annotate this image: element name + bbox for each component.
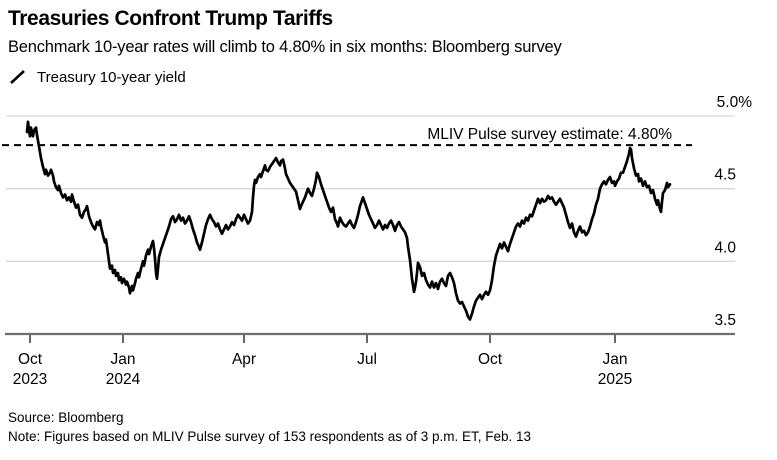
x-axis-tick-label: Jan [111, 351, 136, 368]
yield-line-path [25, 120, 672, 321]
y-axis-tick-label: 4.5 [714, 167, 736, 184]
reference-line-label: MLIV Pulse survey estimate: 4.80% [427, 126, 672, 143]
y-axis-tick-label: 3.5 [714, 312, 736, 329]
y-axis-tick-label: 5.0% [717, 94, 753, 111]
y-axis-tick-label: 4.0 [714, 239, 736, 256]
x-axis-tick-label: Apr [232, 351, 256, 368]
note-line: Note: Figures based on MLIV Pulse survey… [8, 429, 532, 444]
gridlines [6, 115, 735, 262]
y-axis-labels: 5.0% 4.5 4.0 3.5 [714, 94, 752, 329]
line-series-icon [10, 70, 25, 84]
page-title: Treasuries Confront Trump Tariffs [8, 7, 333, 30]
x-axis-tick-label: 2023 [13, 371, 47, 388]
x-axis-tick-label: 2024 [106, 371, 141, 388]
legend-label: Treasury 10-year yield [37, 68, 186, 86]
yield-line [25, 120, 672, 321]
x-axis-tick-label: 2025 [598, 371, 632, 388]
x-axis [5, 332, 735, 343]
x-axis-tick-label: Oct [478, 351, 503, 368]
chart-footer: Source: Bloomberg Note: Figures based on… [8, 408, 531, 446]
x-axis-tick-label: Jul [357, 351, 377, 368]
x-axis-labels: Oct 2023 Jan 2024 Apr Jul Oct Jan 2025 [13, 351, 632, 388]
x-axis-tick-label: Jan [603, 351, 628, 368]
legend: Treasury 10-year yield [8, 68, 769, 86]
chart-header: Treasuries Confront Trump Tariffs Benchm… [8, 6, 769, 86]
x-axis-tick-label: Oct [18, 351, 43, 368]
source-line: Source: Bloomberg [8, 410, 124, 425]
chart-subtitle: Benchmark 10-year rates will climb to 4.… [8, 38, 562, 56]
